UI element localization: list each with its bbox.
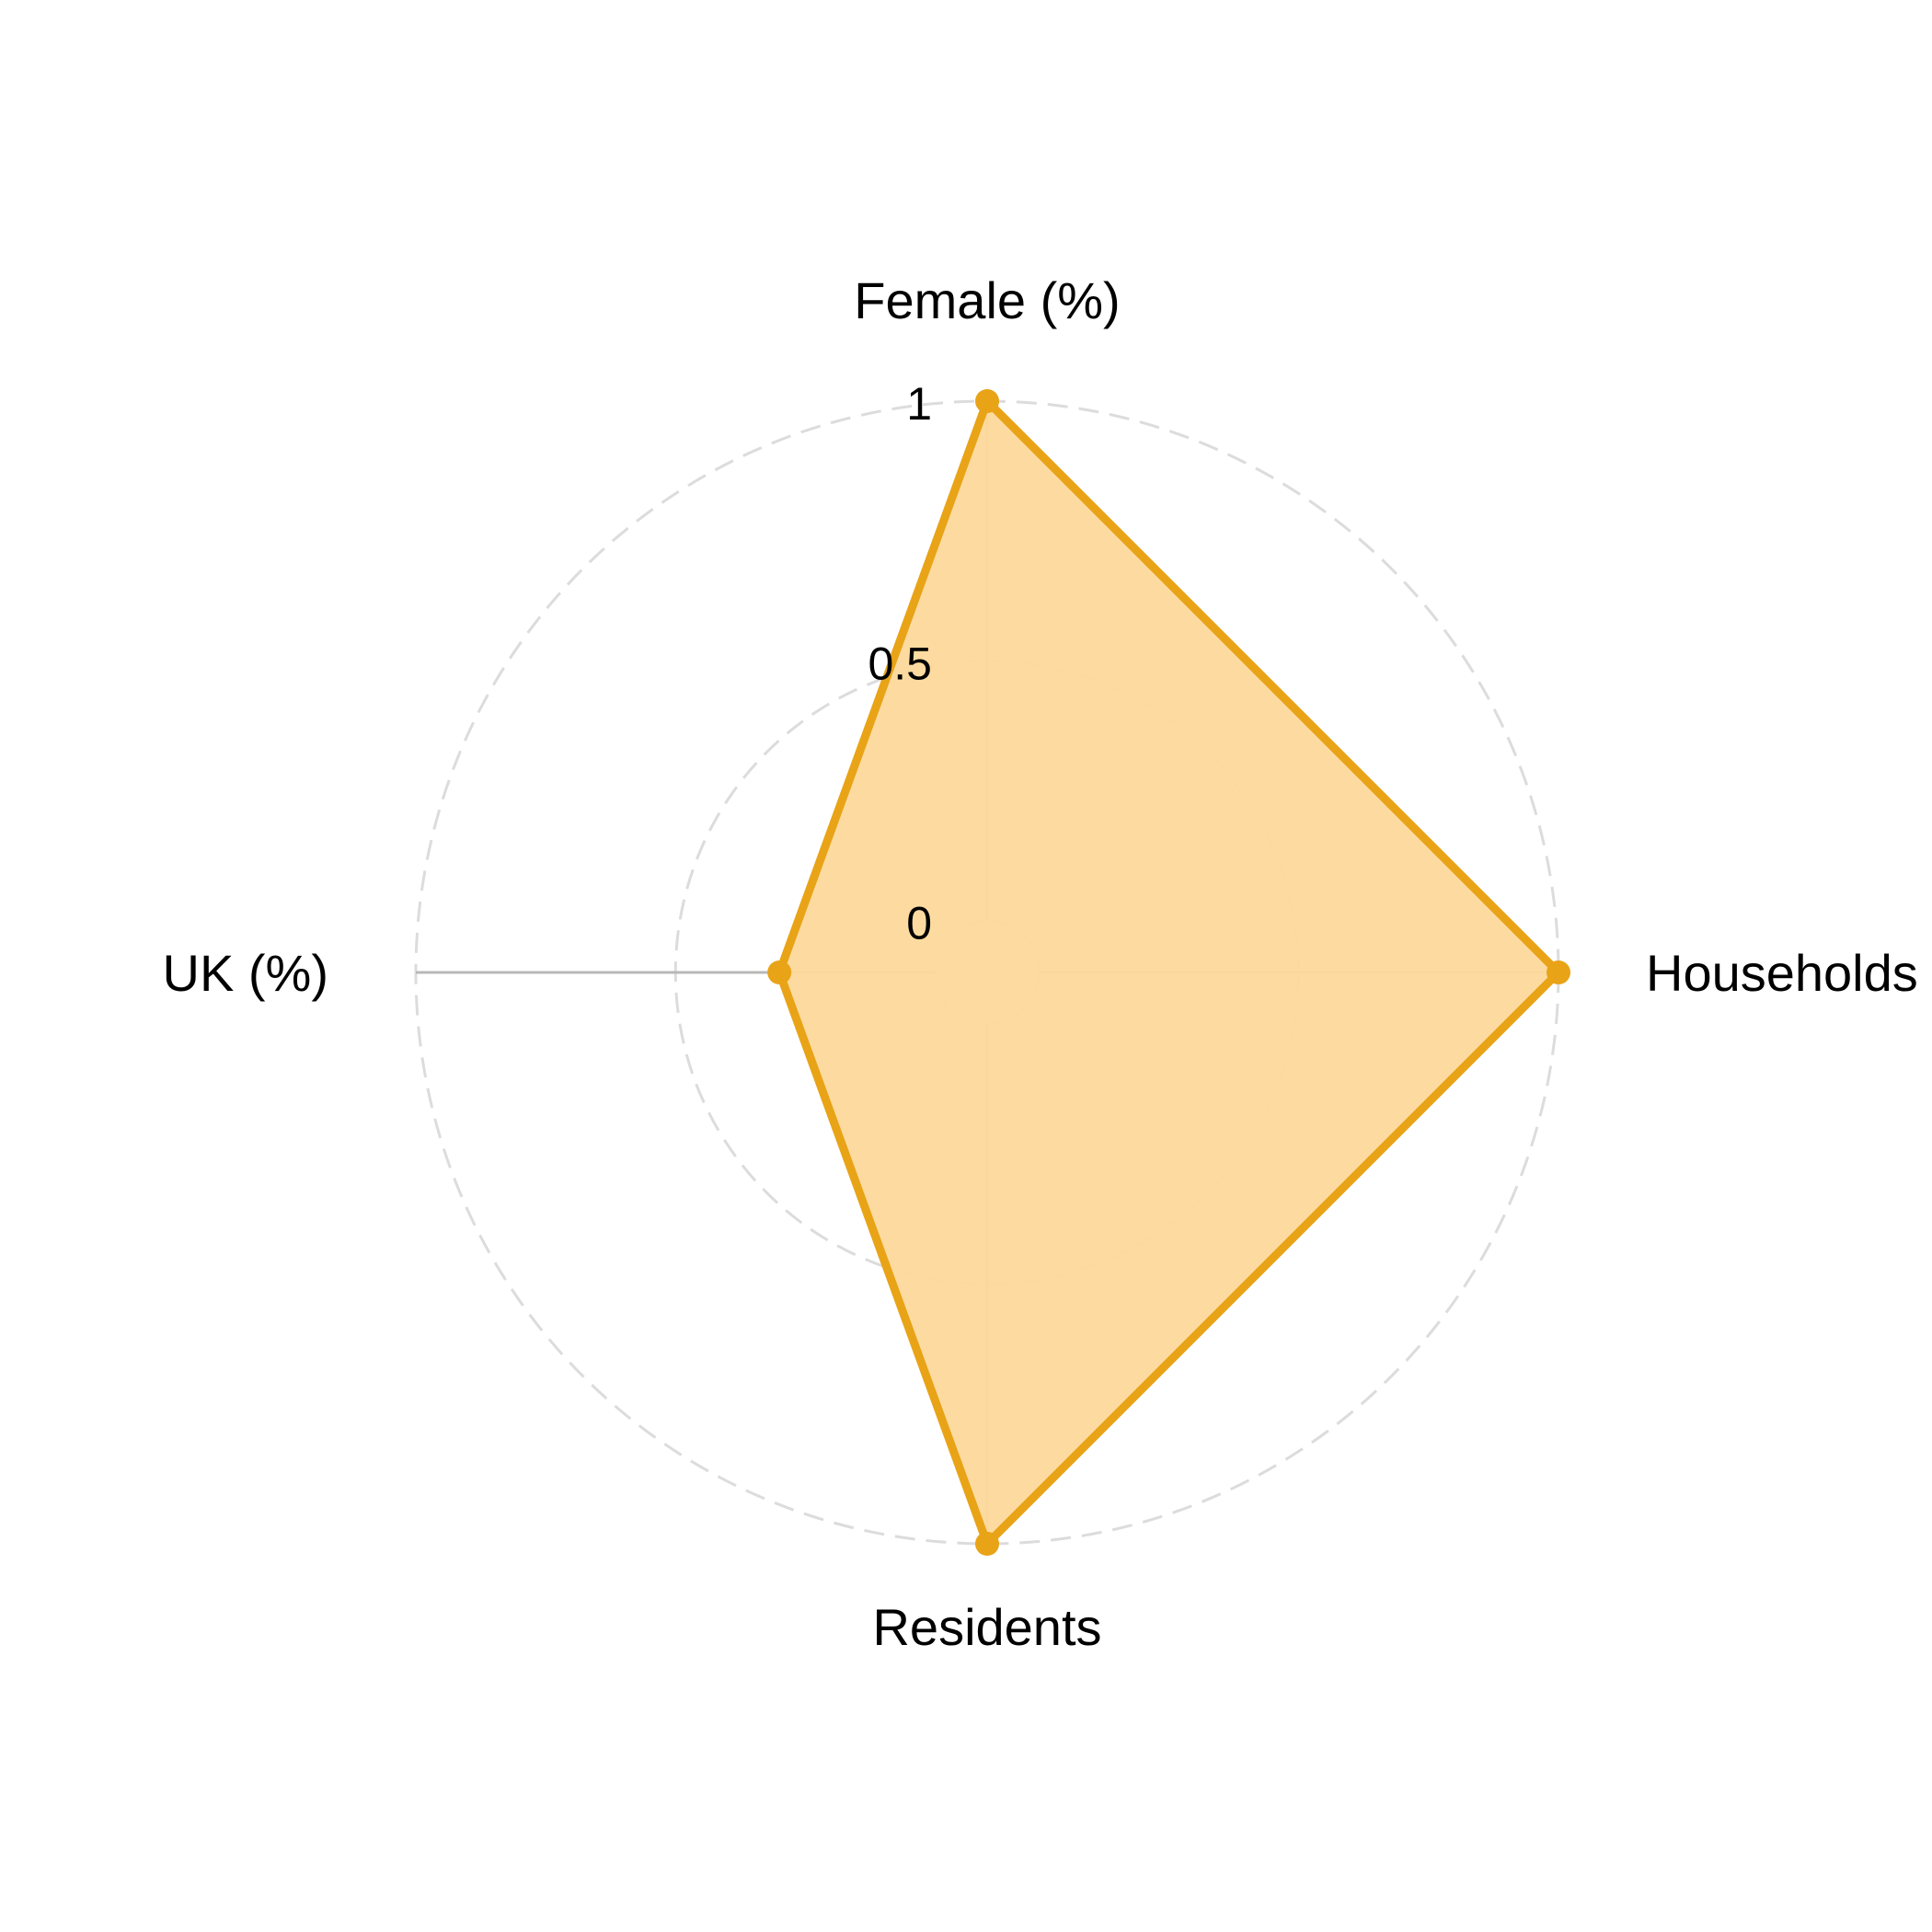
series-layer [767, 389, 1570, 1556]
axis-label-2: Residents [872, 1598, 1101, 1656]
axis-label-1: Households [1646, 944, 1918, 1002]
series-area-0 [779, 401, 1558, 1544]
data-point-0-0 [975, 389, 999, 413]
label-layer: Female (%) Households Residents UK (%) [163, 271, 1918, 1656]
tick-label-0: 0 [906, 898, 932, 949]
tick-label-2: 1 [906, 378, 932, 430]
axis-label-3: UK (%) [163, 944, 328, 1002]
axis-label-0: Female (%) [854, 271, 1120, 329]
data-point-0-3 [767, 960, 792, 984]
data-point-0-1 [1547, 960, 1570, 984]
tick-layer: 00.51 [868, 378, 932, 949]
tick-label-1: 0.5 [868, 638, 932, 689]
data-point-0-2 [975, 1532, 999, 1556]
